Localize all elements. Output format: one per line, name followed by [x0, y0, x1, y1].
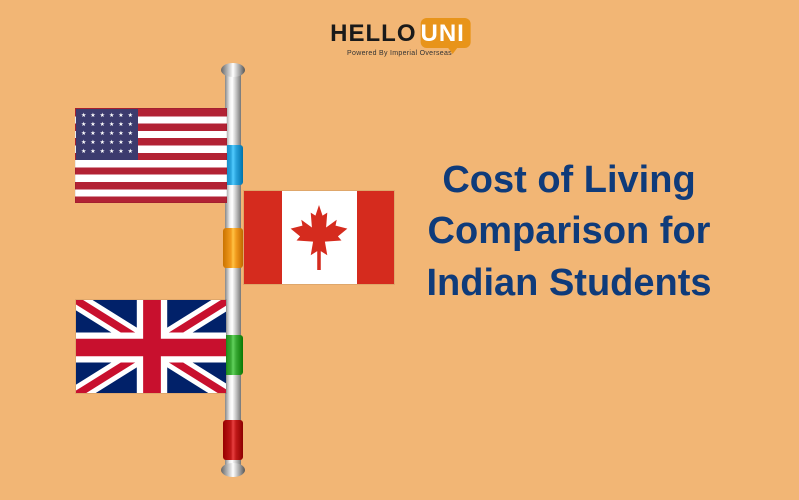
usa-flag-icon: ★★★★★★★★★★★★★★★★★★★★★★★★★★★★★★ [75, 108, 227, 203]
logo-text-hello: HELLO [330, 20, 416, 47]
infographic-canvas: HELLOUNI Powered By Imperial Overseas Co… [0, 0, 799, 500]
pole-cap-top [221, 63, 245, 77]
main-title: Cost of Living Comparison for Indian Stu… [399, 155, 739, 309]
pole-cap-bottom [221, 463, 245, 477]
uk-flag-icon [75, 299, 227, 394]
canada-flag-icon [243, 190, 395, 285]
pole-band-red [223, 420, 243, 460]
flagpole [225, 70, 241, 470]
maple-leaf-icon [289, 205, 349, 270]
hellouni-logo: HELLOUNI Powered By Imperial Overseas [330, 20, 469, 57]
usa-canton: ★★★★★★★★★★★★★★★★★★★★★★★★★★★★★★ [76, 109, 138, 160]
pole-band-orange [223, 228, 243, 268]
logo-text-uni: UNI [416, 20, 468, 47]
